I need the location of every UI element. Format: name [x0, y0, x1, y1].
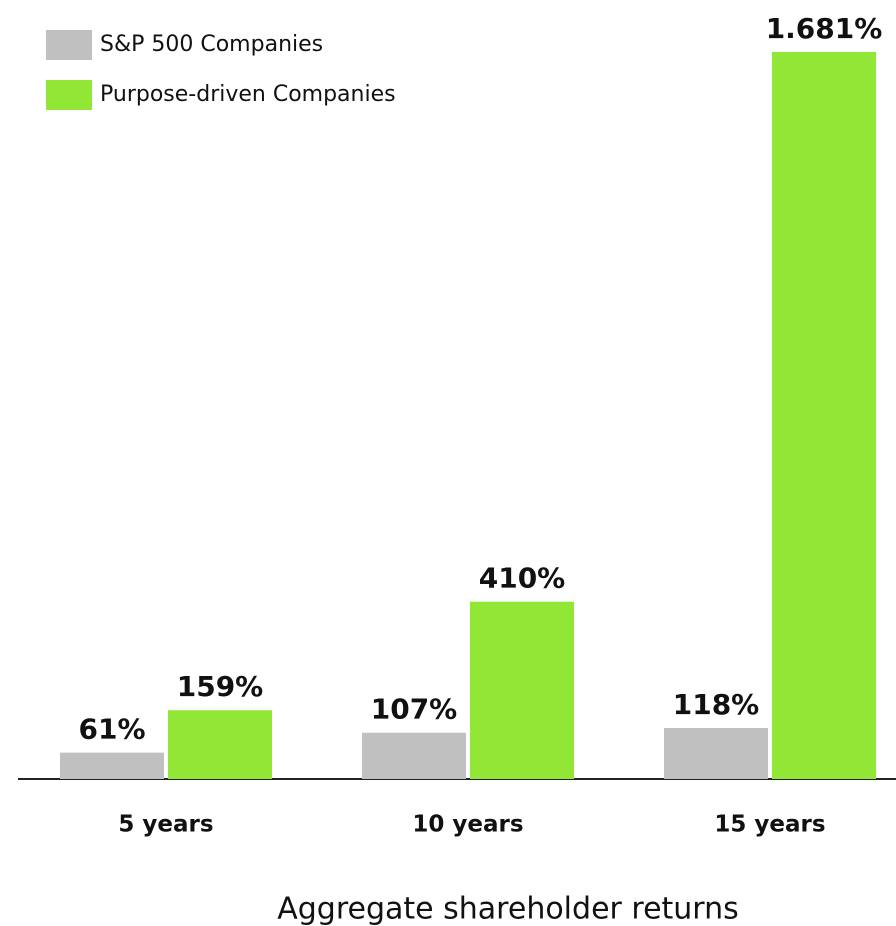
x-tick-label: 5 years [118, 812, 213, 838]
bar [168, 710, 272, 779]
legend-label: S&P 500 Companies [100, 32, 323, 57]
bar [470, 601, 574, 779]
legend-label: Purpose-driven Companies [100, 82, 396, 107]
legend-swatch [46, 30, 92, 60]
value-label: 107% [371, 693, 458, 726]
value-label: 61% [78, 713, 145, 746]
bar [60, 752, 164, 779]
value-label: 118% [673, 688, 760, 721]
x-axis-label: Aggregate shareholder returns [277, 892, 739, 926]
bar [362, 732, 466, 779]
x-tick-label: 15 years [714, 812, 825, 838]
bar [664, 727, 768, 779]
value-label: 159% [177, 670, 264, 703]
x-tick-label: 10 years [412, 812, 523, 838]
value-label: 1.681% [766, 12, 883, 45]
legend-swatch [46, 80, 92, 110]
value-label: 410% [479, 562, 566, 595]
bar [772, 52, 876, 779]
